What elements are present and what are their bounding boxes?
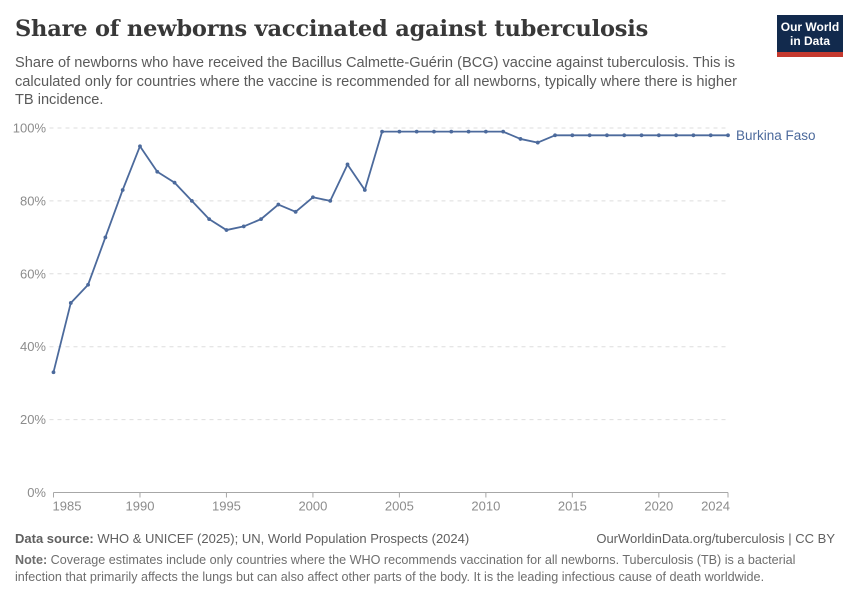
svg-text:2020: 2020 <box>644 499 673 514</box>
svg-text:1990: 1990 <box>126 499 155 514</box>
owid-logo-stripe <box>777 52 843 57</box>
svg-text:80%: 80% <box>20 193 46 208</box>
license-link[interactable]: OurWorldinData.org/tuberculosis | CC BY <box>596 531 835 546</box>
footer-note-label: Note: <box>15 553 48 567</box>
svg-text:2015: 2015 <box>558 499 587 514</box>
chart-subtitle: Share of newborns who have received the … <box>15 55 737 108</box>
svg-text:2000: 2000 <box>298 499 327 514</box>
svg-text:2024: 2024 <box>701 499 730 514</box>
owid-logo-text: Our World in Data <box>777 15 843 52</box>
svg-text:1985: 1985 <box>53 499 82 514</box>
footer-source-row: Data source: WHO & UNICEF (2025); UN, Wo… <box>15 531 835 546</box>
page-title: Share of newborns vaccinated against tub… <box>15 16 649 42</box>
svg-text:0%: 0% <box>27 485 46 500</box>
svg-text:20%: 20% <box>20 412 46 427</box>
data-source-label: Data source: <box>15 531 94 546</box>
svg-text:100%: 100% <box>13 121 47 136</box>
svg-text:1995: 1995 <box>212 499 241 514</box>
svg-text:40%: 40% <box>20 339 46 354</box>
series-end-label[interactable]: Burkina Faso <box>736 128 816 143</box>
svg-text:2005: 2005 <box>385 499 414 514</box>
owid-logo[interactable]: Our World in Data <box>777 15 843 57</box>
svg-text:60%: 60% <box>20 266 46 281</box>
footer-note: Note: Coverage estimates include only co… <box>15 553 796 584</box>
svg-text:2010: 2010 <box>471 499 500 514</box>
data-source: Data source: WHO & UNICEF (2025); UN, Wo… <box>15 531 470 546</box>
